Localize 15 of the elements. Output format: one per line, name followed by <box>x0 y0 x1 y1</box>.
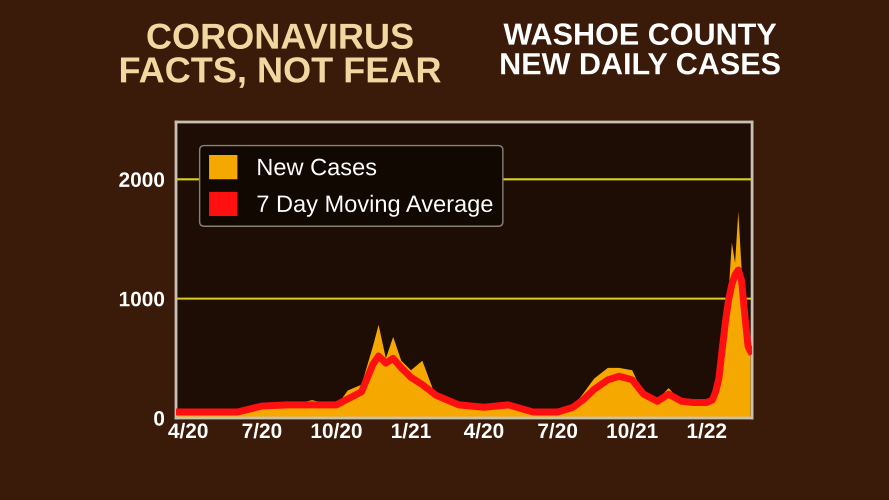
y-tick-label: 2000 <box>119 172 164 188</box>
x-tick-label: 4/20 <box>464 422 504 438</box>
x-tick-label: 7/20 <box>242 422 282 438</box>
y-tick-label: 1000 <box>120 292 164 306</box>
x-tick-label: 7/20 <box>538 422 578 438</box>
chart-title: CORONAVIRUS FACTS, NOT FEAR <box>120 23 441 88</box>
chart-subtitle: WASHOE COUNTY NEW DAILY CASES <box>501 23 780 75</box>
legend-label: 7 Day Moving Average <box>258 194 492 217</box>
x-tick-label: 10/20 <box>312 422 362 438</box>
legend-label: New Cases <box>258 158 376 176</box>
x-tick-label: 1/21 <box>392 422 431 438</box>
x-tick-label: 10/21 <box>607 422 658 438</box>
x-tick-label: 1/22 <box>688 422 726 438</box>
y-tick-label: 0 <box>154 411 164 426</box>
x-tick-label: 4/20 <box>168 422 208 438</box>
